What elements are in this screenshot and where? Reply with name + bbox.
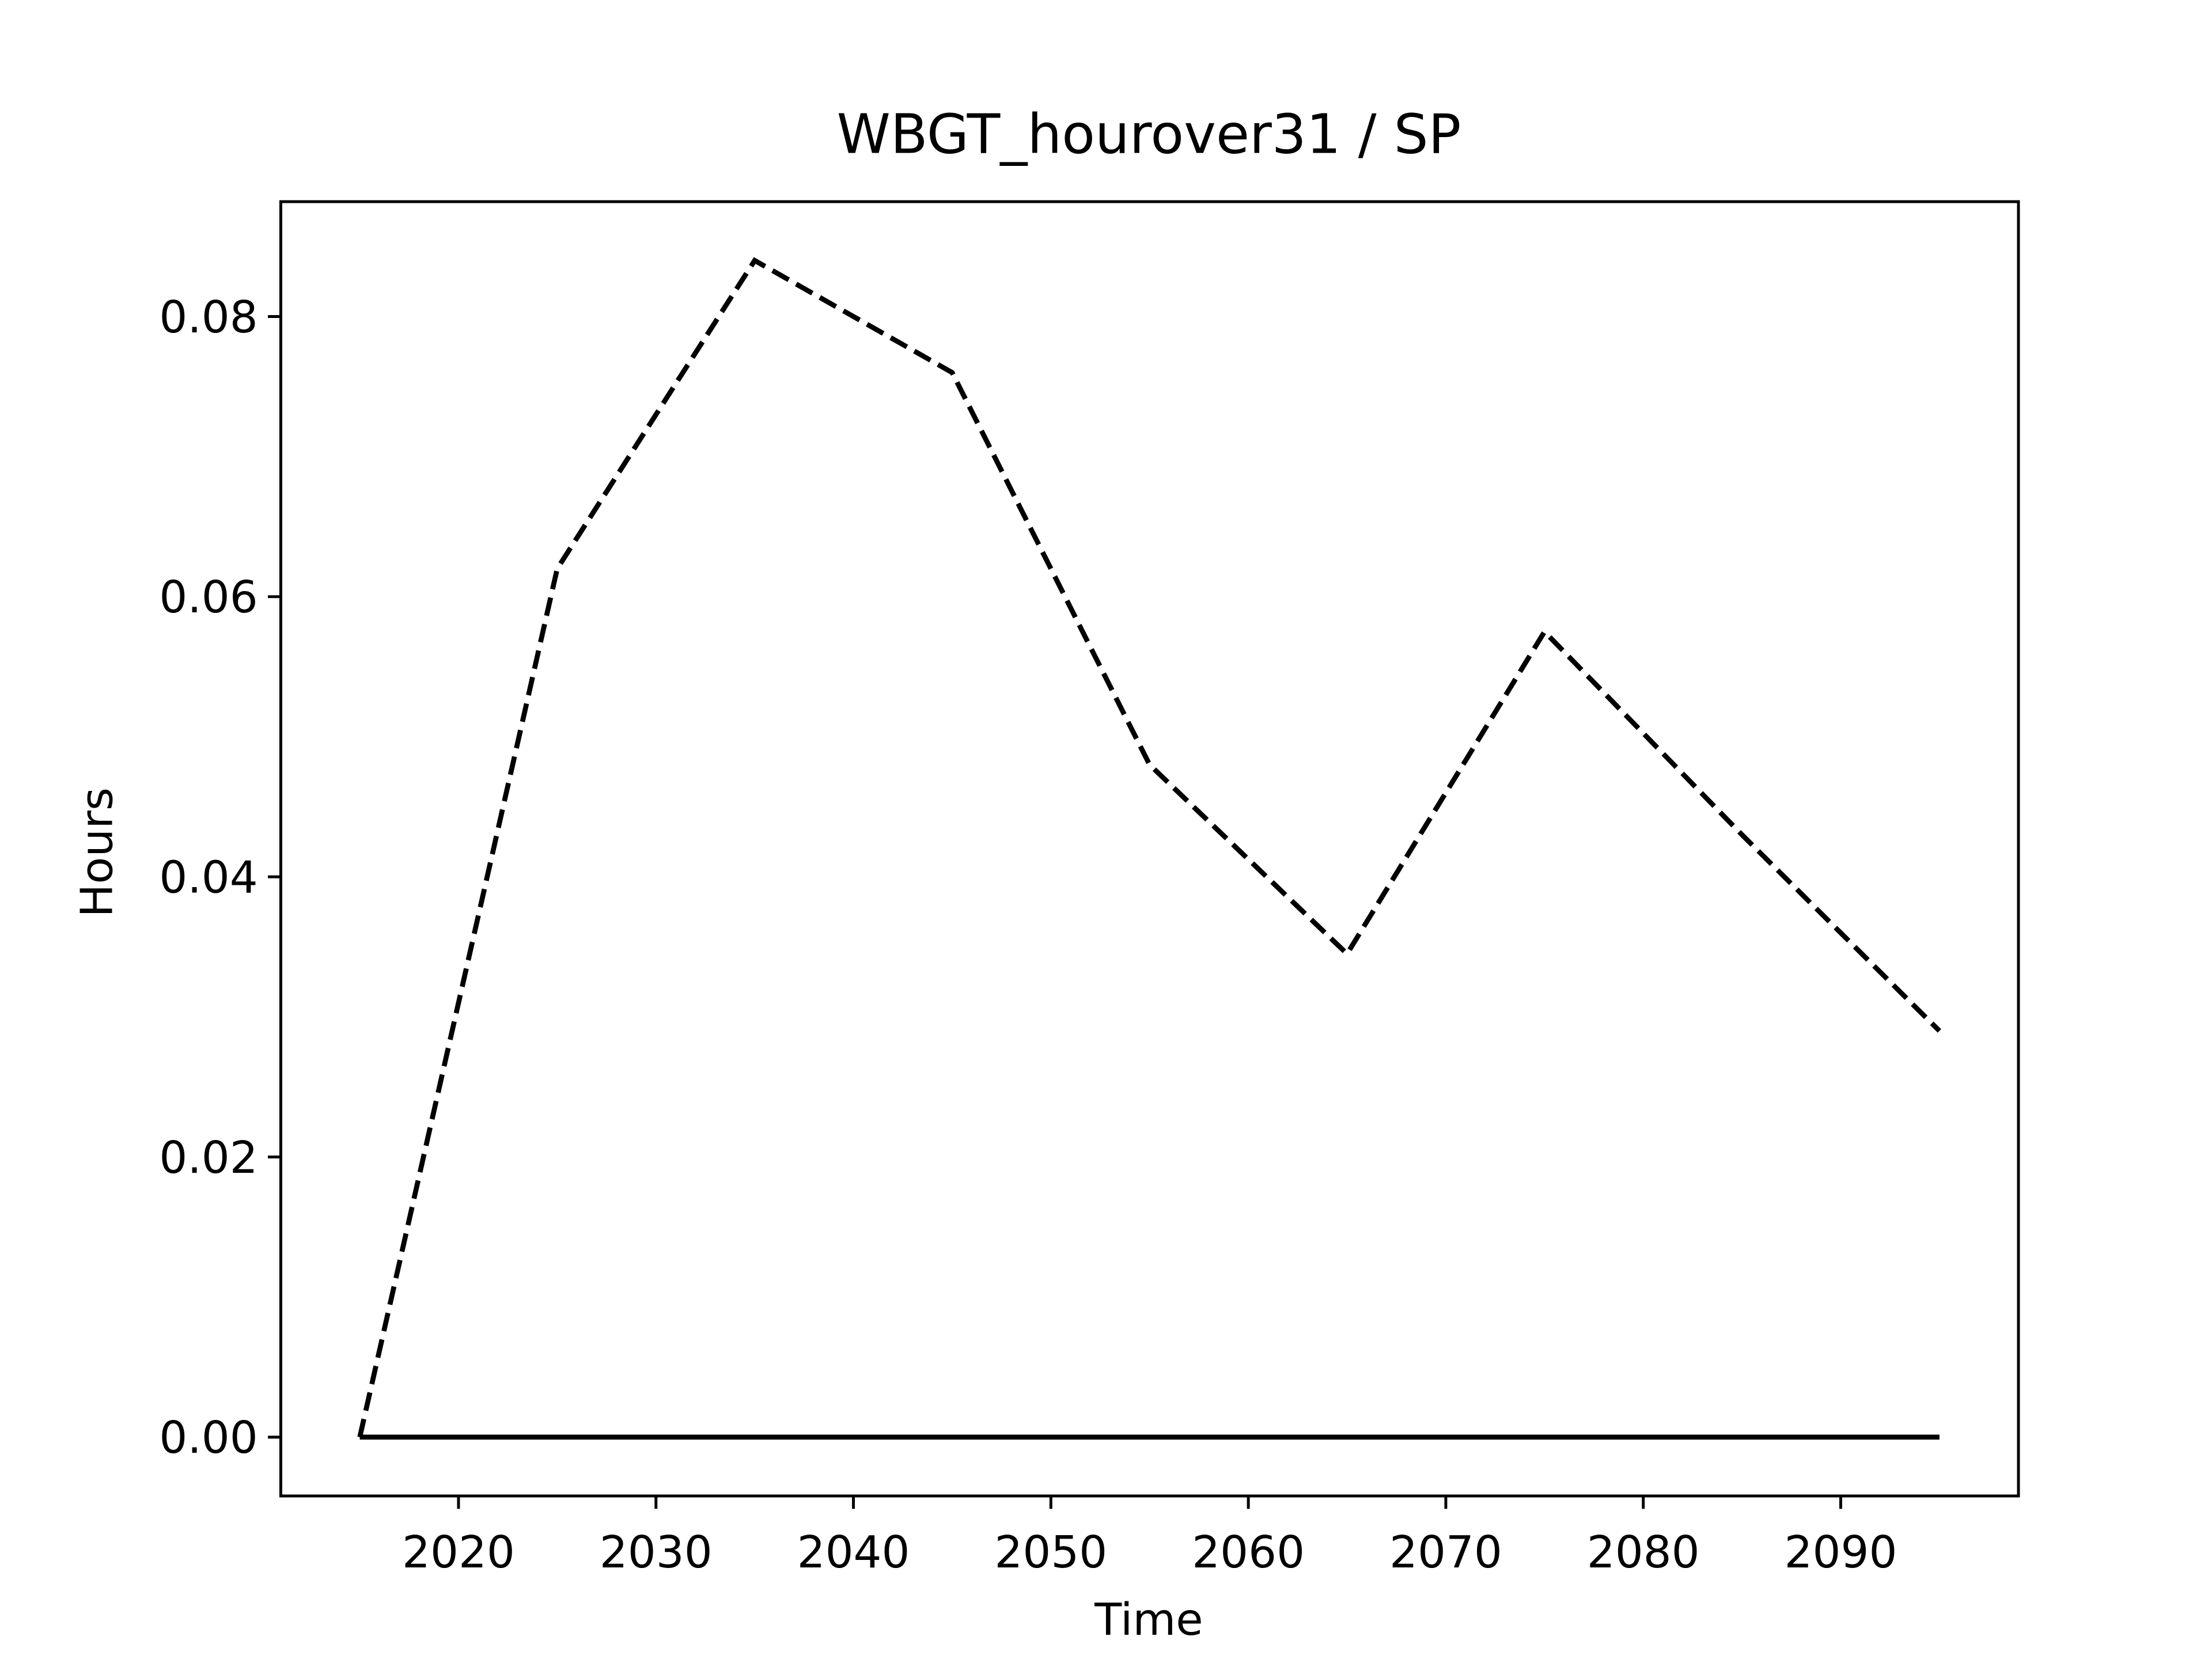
- x-tick-label: 2080: [1587, 1527, 1700, 1578]
- x-axis-label: Time: [1094, 1594, 1203, 1646]
- y-tick-label: 0.02: [159, 1132, 257, 1184]
- x-tick-label: 2070: [1389, 1527, 1502, 1578]
- chart-title: WBGT_hourover31 / SP: [837, 103, 1461, 166]
- y-tick-label: 0.06: [159, 572, 257, 623]
- x-tick-label: 2090: [1785, 1527, 1897, 1578]
- plot-frame: [279, 200, 2020, 1498]
- x-tick-label: 2060: [1192, 1527, 1305, 1578]
- x-tick-label: 2050: [994, 1527, 1107, 1578]
- y-tick-label: 0.08: [159, 292, 257, 343]
- x-tick-label: 2020: [402, 1527, 515, 1578]
- x-tick-label: 2030: [600, 1527, 713, 1578]
- y-tick-label: 0.04: [159, 852, 257, 903]
- data-line: [357, 257, 1941, 1438]
- x-tick-label: 2040: [797, 1527, 910, 1578]
- y-axis-label: Hours: [71, 787, 123, 917]
- y-tick-label: 0.00: [159, 1412, 257, 1464]
